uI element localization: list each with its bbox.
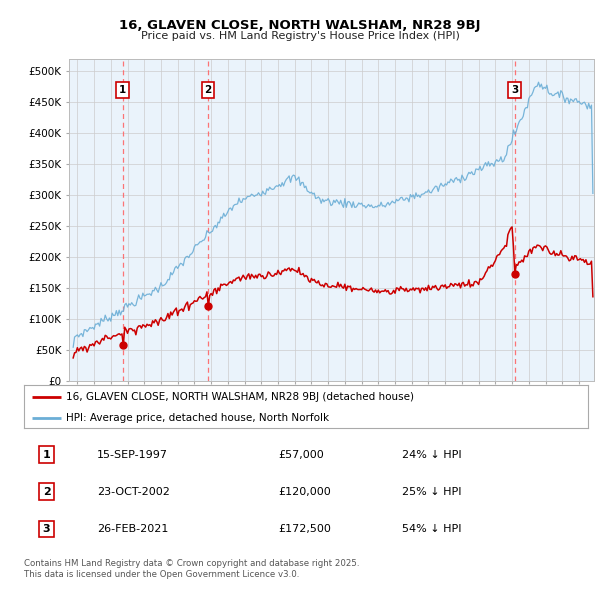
Text: 3: 3 bbox=[43, 524, 50, 534]
Text: £172,500: £172,500 bbox=[278, 524, 331, 534]
Text: £57,000: £57,000 bbox=[278, 450, 323, 460]
Text: 2: 2 bbox=[43, 487, 50, 497]
Text: 26-FEB-2021: 26-FEB-2021 bbox=[97, 524, 169, 534]
Text: 1: 1 bbox=[43, 450, 50, 460]
Text: 25% ↓ HPI: 25% ↓ HPI bbox=[402, 487, 461, 497]
Text: 16, GLAVEN CLOSE, NORTH WALSHAM, NR28 9BJ (detached house): 16, GLAVEN CLOSE, NORTH WALSHAM, NR28 9B… bbox=[66, 392, 415, 402]
Text: 54% ↓ HPI: 54% ↓ HPI bbox=[402, 524, 461, 534]
Text: £120,000: £120,000 bbox=[278, 487, 331, 497]
Text: Contains HM Land Registry data © Crown copyright and database right 2025.
This d: Contains HM Land Registry data © Crown c… bbox=[24, 559, 359, 579]
Text: 24% ↓ HPI: 24% ↓ HPI bbox=[402, 450, 461, 460]
Text: 3: 3 bbox=[511, 85, 518, 95]
Text: 23-OCT-2002: 23-OCT-2002 bbox=[97, 487, 170, 497]
Text: 15-SEP-1997: 15-SEP-1997 bbox=[97, 450, 169, 460]
Text: HPI: Average price, detached house, North Norfolk: HPI: Average price, detached house, Nort… bbox=[66, 414, 329, 424]
Text: 2: 2 bbox=[205, 85, 212, 95]
Text: 1: 1 bbox=[119, 85, 126, 95]
Text: Price paid vs. HM Land Registry's House Price Index (HPI): Price paid vs. HM Land Registry's House … bbox=[140, 31, 460, 41]
Text: 16, GLAVEN CLOSE, NORTH WALSHAM, NR28 9BJ: 16, GLAVEN CLOSE, NORTH WALSHAM, NR28 9B… bbox=[119, 19, 481, 32]
